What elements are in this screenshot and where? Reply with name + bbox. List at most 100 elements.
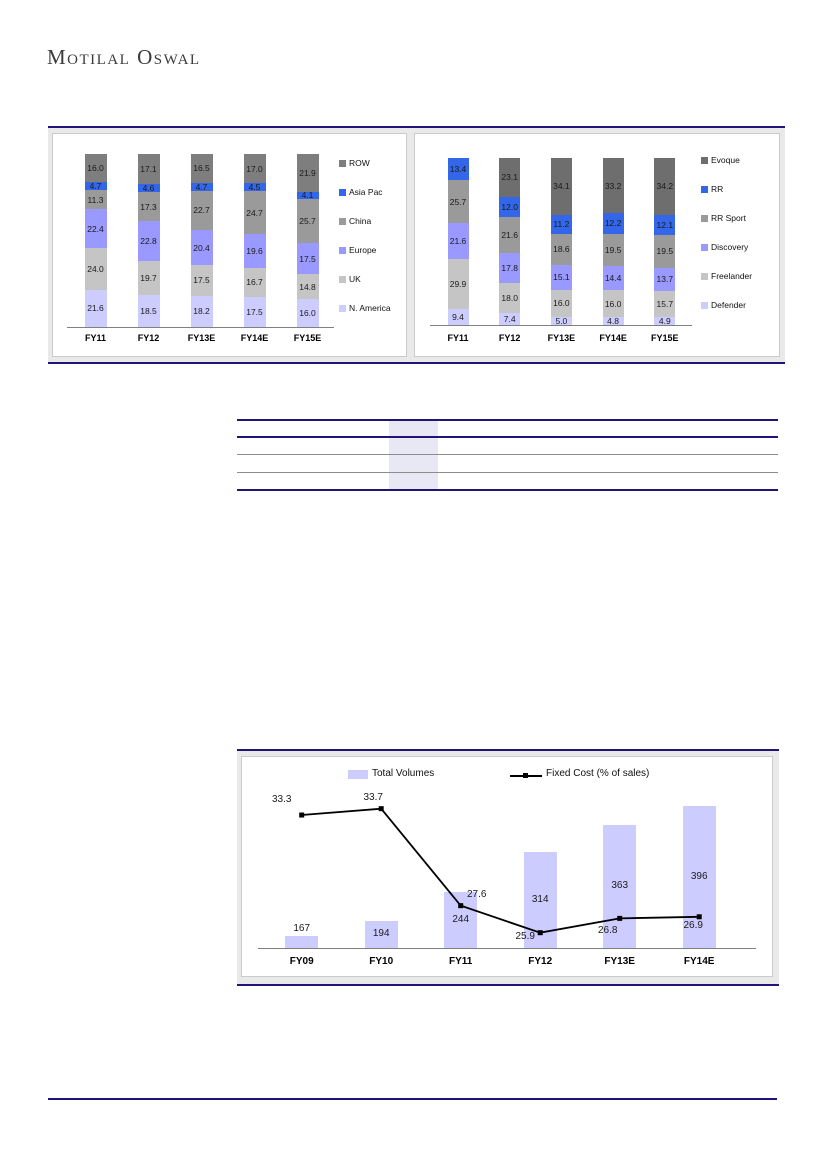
bar-value-label: 18.5 xyxy=(140,305,157,316)
legend-label: China xyxy=(349,216,372,226)
bar-segment xyxy=(447,309,469,325)
legend-label: RR xyxy=(711,184,724,194)
bar-segment xyxy=(447,180,469,224)
legend-label: Total Volumes xyxy=(372,768,435,779)
bar-value-label: 13.4 xyxy=(449,164,467,175)
x-axis-label: FY11 xyxy=(449,956,473,967)
bar-value-label: 11.3 xyxy=(87,194,104,205)
bar-segment xyxy=(296,299,319,327)
line-value-label: 33.7 xyxy=(363,791,383,803)
bar-value-label: 17.5 xyxy=(299,253,316,264)
bar-segment xyxy=(296,198,319,244)
line-value-label: 26.8 xyxy=(597,925,618,937)
legend-label: Discovery xyxy=(711,242,749,252)
line-series xyxy=(299,806,702,936)
bar-value-label: 18.0 xyxy=(501,292,518,303)
legend-label: N. America xyxy=(349,303,391,313)
line-marker xyxy=(537,930,543,936)
bar-segment xyxy=(499,252,521,283)
bar-segment xyxy=(243,191,266,234)
bar-segment xyxy=(654,214,676,236)
table-rule xyxy=(237,472,778,473)
x-axis-label: FY15E xyxy=(293,333,322,343)
bar-segment xyxy=(190,265,213,296)
bar-segment xyxy=(243,154,266,184)
bar-value-label: 16.7 xyxy=(246,277,263,288)
bar-segment xyxy=(190,295,213,327)
bar-segment xyxy=(654,235,676,268)
summary-table-skeleton xyxy=(237,419,778,492)
bar-segment xyxy=(243,183,266,192)
x-axis-label: FY13E xyxy=(547,333,576,343)
legend-line-marker xyxy=(523,773,528,778)
bar-value-label: 4.9 xyxy=(658,315,671,326)
x-axis-label: FY15E xyxy=(651,333,679,343)
bar-segment xyxy=(499,216,521,253)
line-value-label: 26.9 xyxy=(683,919,703,931)
x-axis-label: FY14E xyxy=(599,333,627,343)
bar-value-label: 12.0 xyxy=(501,201,518,212)
line-marker xyxy=(299,812,305,818)
bar-segment xyxy=(190,154,213,183)
legend-label: Europe xyxy=(349,245,377,255)
bar-segment xyxy=(84,154,107,182)
bar-segment xyxy=(137,154,160,184)
legend-label: ROW xyxy=(349,158,370,168)
line-value-label: 33.3 xyxy=(271,794,292,806)
bar-segment xyxy=(84,209,107,249)
bar-value-label: 17.3 xyxy=(140,201,157,212)
bar-segment xyxy=(602,316,624,325)
bar-segment xyxy=(84,181,107,190)
bar-segment xyxy=(447,223,469,260)
bar-value-label: 4.7 xyxy=(195,181,208,192)
bar-value-label: 15.1 xyxy=(553,272,570,283)
line-marker xyxy=(378,806,384,812)
legend-swatch xyxy=(701,186,708,193)
x-axis-line xyxy=(430,325,692,326)
bar-value-label: 19.5 xyxy=(604,244,622,255)
volumes-cost-block: 167 FY09 194 FY10 244 FY11 314 FY12 363 FY13E 396 F… xyxy=(237,749,779,986)
bar-segment xyxy=(296,243,319,274)
bar-value-label: 14.4 xyxy=(604,273,622,284)
bar-segment xyxy=(654,290,676,317)
x-axis-label: FY11 xyxy=(84,333,106,343)
bar-value-label: 17.8 xyxy=(501,262,518,273)
legend-swatch xyxy=(701,302,708,309)
legend-label: Defender xyxy=(711,300,746,310)
bar-segment xyxy=(190,229,213,266)
bar-value-label: 16.0 xyxy=(604,298,622,309)
bar-value-label: 4.6 xyxy=(142,182,155,193)
x-axis-line xyxy=(258,948,756,949)
legend-swatch xyxy=(339,189,346,196)
bar-value-label: 15.7 xyxy=(656,298,674,309)
bar-segment xyxy=(137,191,160,222)
bar-value-label: 34.1 xyxy=(553,181,570,192)
bar-segment xyxy=(550,316,572,325)
brand-logo: Motilal Oswal xyxy=(47,45,201,69)
bar-value-label: 5.0 xyxy=(555,315,568,326)
bar-value-label: 4.5 xyxy=(248,182,261,193)
bar-value-label: 22.4 xyxy=(87,223,104,234)
bar-value-label: 20.4 xyxy=(193,242,210,253)
table-rule xyxy=(237,419,778,421)
legend-swatch xyxy=(701,157,708,164)
bar-segment xyxy=(137,221,160,261)
bar-value-label: 12.2 xyxy=(604,218,622,229)
bar-value-label: 314 xyxy=(531,894,549,906)
bar-segment xyxy=(550,264,572,290)
bar-segment xyxy=(296,154,319,192)
bar-value-label: 18.6 xyxy=(553,244,570,255)
bar-segment xyxy=(137,260,160,295)
bar-value-label: 23.1 xyxy=(501,172,518,183)
bar-segment xyxy=(243,233,266,268)
legend-swatch xyxy=(339,247,346,254)
bar-segment xyxy=(499,196,521,217)
bar-value-label: 363 xyxy=(611,880,629,892)
volumes-cost-chart: 167 FY09 194 FY10 244 FY11 314 FY12 363 FY13E 396 F… xyxy=(241,756,773,977)
bar-segment xyxy=(654,316,676,325)
bar-segment xyxy=(84,189,107,210)
bar-segment xyxy=(499,282,521,313)
bar-segment xyxy=(447,158,469,181)
x-axis-label: FY14E xyxy=(240,333,269,343)
bar-value-label: 194 xyxy=(372,928,390,940)
